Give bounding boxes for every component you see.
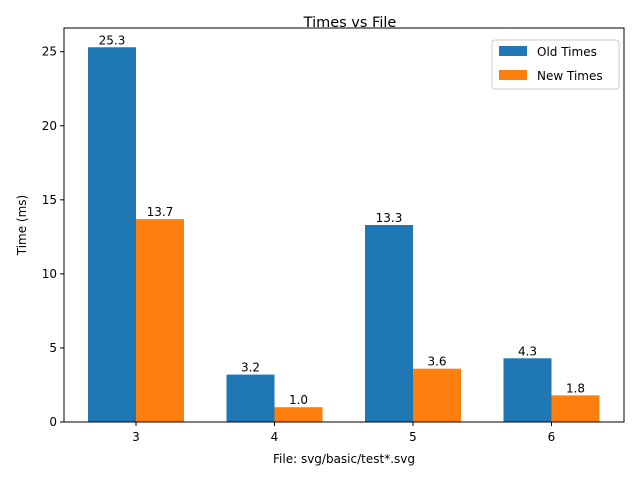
bar-value-label: 13.7 [147, 205, 174, 219]
bar-old-times-5 [365, 225, 413, 422]
legend-label-new-times: New Times [537, 69, 603, 83]
bar-new-times-3 [136, 219, 184, 422]
plot-frame [63, 27, 625, 423]
x-axis-label: File: svg/basic/test*.svg [273, 452, 415, 466]
y-tick-label: 10 [42, 267, 57, 281]
y-tick-label: 20 [42, 119, 57, 133]
legend-swatch-new-times [499, 70, 527, 80]
bar-labels-layer: 25.3 3.2 13.3 4.3 13.7 1.0 3.6 1.8 [99, 33, 585, 407]
y-axis: 0 5 10 15 20 25 [42, 45, 64, 429]
x-tick-label: 3 [132, 430, 140, 444]
y-tick-label: 15 [42, 193, 57, 207]
bar-value-label: 4.3 [518, 344, 537, 358]
bar-new-times-4 [274, 407, 323, 422]
legend-swatch-old-times [499, 46, 527, 56]
bar-value-label: 3.6 [427, 355, 446, 369]
x-tick-label: 6 [548, 430, 556, 444]
x-axis: 3 4 5 6 [132, 422, 555, 444]
x-tick-label: 4 [271, 430, 279, 444]
bars-layer [88, 47, 600, 422]
legend: Old Times New Times [491, 39, 620, 90]
bar-new-times-6 [551, 395, 600, 422]
bar-value-label: 13.3 [376, 211, 403, 225]
chart-title: Times vs File [303, 15, 397, 31]
bar-value-label: 1.8 [566, 381, 585, 395]
bar-old-times-6 [503, 358, 552, 422]
bar-value-label: 1.0 [289, 393, 308, 407]
bar-old-times-3 [88, 47, 136, 422]
y-tick-label: 0 [49, 415, 57, 429]
bar-old-times-4 [226, 374, 275, 422]
x-tick-label: 5 [409, 430, 417, 444]
bar-new-times-5 [413, 368, 461, 422]
legend-label-old-times: Old Times [537, 45, 597, 59]
y-tick-label: 25 [42, 45, 57, 59]
y-tick-label: 5 [49, 341, 57, 355]
bar-value-label: 25.3 [99, 33, 126, 47]
y-axis-label: Time (ms) [15, 195, 29, 257]
bar-value-label: 3.2 [241, 361, 260, 375]
